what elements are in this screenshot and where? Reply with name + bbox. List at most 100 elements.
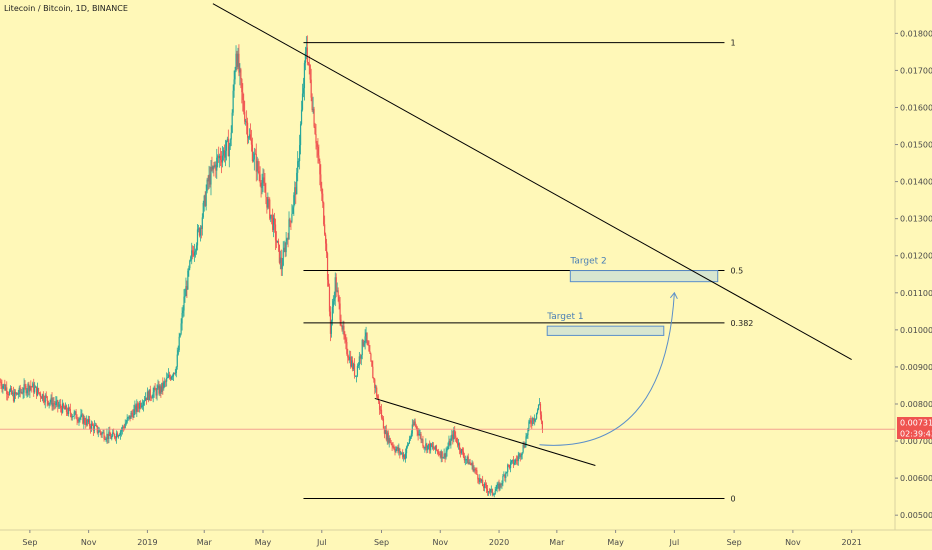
- candle-body: [510, 462, 512, 469]
- candle-body: [108, 431, 110, 439]
- candle-body: [62, 403, 64, 413]
- candle-body: [466, 456, 468, 460]
- candle-body: [373, 378, 375, 380]
- fib-level-label: 0: [730, 494, 735, 503]
- candle-body: [349, 356, 351, 361]
- candle-body: [37, 388, 40, 393]
- candle-body: [301, 93, 304, 110]
- candle-body: [28, 384, 30, 392]
- x-tick-label: Sep: [727, 538, 742, 547]
- candle-body: [136, 403, 138, 412]
- candle-body: [90, 423, 93, 429]
- candle-body: [517, 456, 519, 461]
- target-zone[interactable]: [546, 325, 665, 336]
- candle-body: [479, 478, 481, 482]
- falling-resistance-line[interactable]: [374, 397, 596, 466]
- candle-body: [326, 253, 329, 280]
- candle-body: [438, 453, 440, 455]
- candle-body: [53, 403, 55, 405]
- candle-body: [254, 153, 256, 155]
- candle-body: [311, 97, 313, 111]
- candle-body: [436, 450, 438, 452]
- candle-body: [60, 404, 62, 409]
- candle-body: [532, 418, 534, 425]
- candle-body: [365, 332, 367, 337]
- candle-body: [202, 202, 204, 218]
- projection-arrow[interactable]: [539, 292, 675, 446]
- candle-body: [350, 356, 352, 367]
- candle-body: [362, 339, 364, 346]
- candle-body: [240, 69, 242, 79]
- candle-body: [501, 483, 503, 485]
- candle-body: [358, 356, 360, 366]
- candle-body: [338, 296, 340, 304]
- candle-body: [148, 389, 150, 401]
- candle-body: [106, 433, 108, 439]
- candle-body: [292, 207, 294, 214]
- candle-body: [176, 354, 178, 367]
- candle-body: [233, 79, 235, 91]
- candle-body: [322, 193, 324, 203]
- candle-body: [122, 426, 124, 428]
- candle-body: [94, 425, 96, 427]
- x-tick-label: May: [255, 538, 272, 547]
- candle-body: [320, 174, 322, 188]
- candle-body: [18, 387, 20, 395]
- candle-body: [395, 449, 397, 452]
- candle-body: [52, 403, 54, 407]
- fib-level-label: 0.5: [730, 267, 743, 276]
- candle-body: [83, 418, 85, 424]
- candle-body: [263, 177, 265, 184]
- candle-body: [139, 403, 141, 409]
- candle-body: [165, 381, 167, 383]
- candle-body: [515, 459, 517, 461]
- candle-body: [80, 414, 82, 418]
- candle-body: [483, 483, 486, 488]
- candle-body: [531, 423, 533, 425]
- candle-body: [500, 483, 502, 485]
- candle-body: [497, 483, 499, 486]
- candle-body: [146, 391, 149, 401]
- candle-body: [95, 425, 97, 427]
- candle-body: [192, 250, 194, 253]
- candle-body: [526, 435, 528, 437]
- candle-body: [46, 396, 48, 401]
- candle-body: [325, 234, 327, 244]
- candle-body: [430, 443, 432, 451]
- downtrend-line[interactable]: [212, 3, 852, 360]
- target-zone[interactable]: [569, 270, 719, 283]
- candle-body: [151, 397, 153, 399]
- candle-body: [74, 411, 76, 413]
- candle-body: [2, 385, 4, 389]
- candle-body: [231, 112, 233, 133]
- candle-body: [478, 479, 480, 482]
- candle-body: [189, 260, 191, 269]
- candle-body: [218, 155, 220, 159]
- candle-body: [352, 360, 354, 370]
- candle-body: [328, 286, 331, 312]
- candle-body: [109, 431, 111, 436]
- candle-body: [450, 438, 452, 446]
- candle-body: [56, 400, 58, 402]
- candle-body: [348, 357, 350, 361]
- candle-body: [160, 386, 162, 392]
- candle-body: [48, 402, 50, 405]
- candle-body: [410, 433, 412, 438]
- candle-body: [120, 430, 122, 432]
- candle-body: [400, 452, 402, 454]
- candle-body: [63, 407, 66, 410]
- candle-body: [499, 483, 501, 490]
- candle-body: [162, 382, 164, 389]
- candle-body: [73, 412, 75, 417]
- candle-body: [273, 218, 275, 230]
- candle-body: [243, 100, 245, 112]
- time-axis[interactable]: Sep Nov 2019 Mar May Jul Sep Nov 2020 Mar May Jul Se…: [22, 530, 862, 547]
